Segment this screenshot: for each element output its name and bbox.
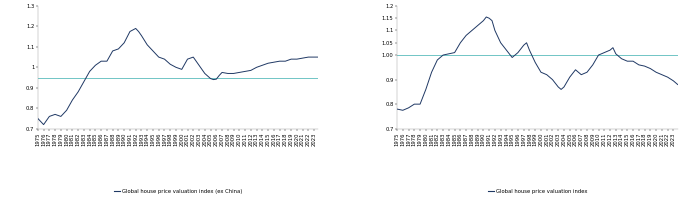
Legend: Global house price valuation index (ex China): Global house price valuation index (ex C… [114,188,242,194]
Legend: Global house price valuation index: Global house price valuation index [488,188,587,194]
